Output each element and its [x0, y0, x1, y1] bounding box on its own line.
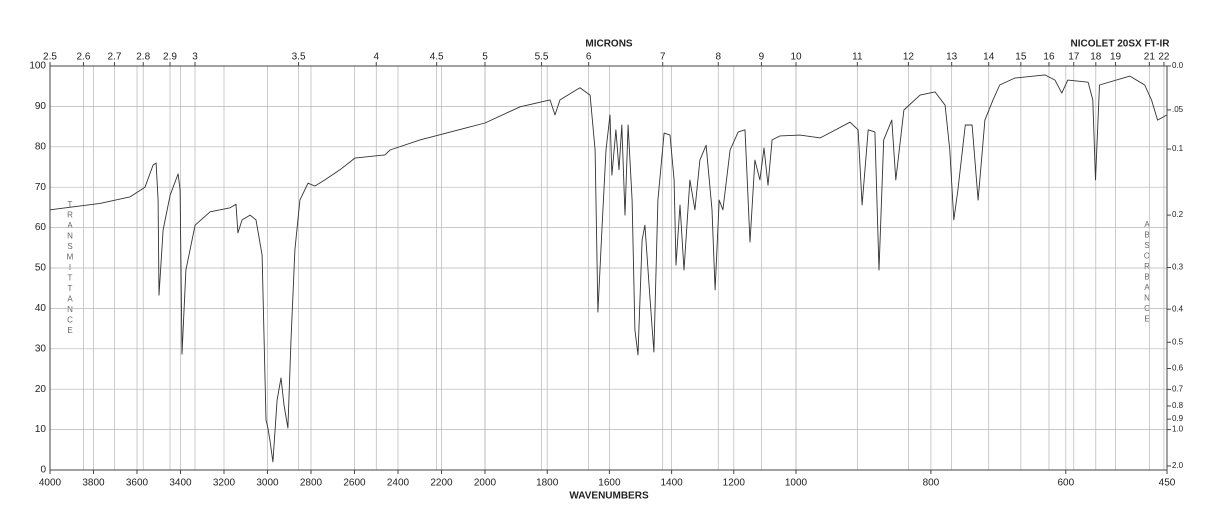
x-tick-label: 2400	[387, 478, 410, 489]
x2-tick-label: 16	[1043, 52, 1055, 63]
y-tick-label: 20	[35, 384, 47, 395]
x-tick-label: 4000	[39, 478, 62, 489]
y-tick-label: 70	[35, 182, 47, 193]
y2-tick-label: 0.5	[1172, 337, 1184, 346]
x2-tick-label: 15	[1015, 52, 1027, 63]
x2-tick-label: 13	[946, 52, 958, 63]
x2-tick-label: 2.8	[136, 52, 150, 63]
x2-tick-label: 6	[586, 52, 592, 63]
x-tick-label: 2600	[343, 478, 366, 489]
y-tick-label: 50	[35, 263, 47, 274]
x-tick-label: 3200	[213, 478, 236, 489]
x2-tick-label: 2.9	[163, 52, 177, 63]
x2-tick-label: 9	[759, 52, 765, 63]
x2-tick-label: 12	[903, 52, 915, 63]
x2-tick-label: 17	[1068, 52, 1080, 63]
plot-frame	[49, 65, 1168, 471]
x-tick-label: 3000	[256, 478, 279, 489]
y2-tick-label: 0.6	[1172, 364, 1184, 373]
x-tick-label: 1200	[723, 478, 746, 489]
chart-title: NICOLET 20SX FT-IR	[1071, 39, 1171, 50]
x2-tick-label: 2.6	[77, 52, 91, 63]
y-tick-label: 40	[35, 303, 47, 314]
x2-tick-label: 8	[715, 52, 721, 63]
x2-tick-label: 11	[852, 52, 863, 63]
x-tick-label: 1000	[785, 478, 808, 489]
y-tick-label: 80	[35, 141, 47, 152]
x2-tick-label: 19	[1110, 52, 1122, 63]
y-tick-label: 30	[35, 343, 47, 354]
y-tick-label: 0	[40, 465, 46, 476]
y2-tick-label: 0.1	[1172, 144, 1184, 153]
y2-tick-label: 0.8	[1172, 401, 1184, 410]
y2-tick-label: .05	[1172, 105, 1184, 114]
y2-tick-label: 0.2	[1172, 210, 1184, 219]
x2-tick-label: 4	[373, 52, 379, 63]
x2-tick-label: 5.5	[535, 52, 549, 63]
x-tick-label: 3800	[82, 478, 105, 489]
x2-tick-label: 18	[1090, 52, 1102, 63]
x2-tick-label: 2.5	[43, 52, 57, 63]
x2-tick-label: 21	[1144, 52, 1156, 63]
x2-tick-label: 5	[482, 52, 488, 63]
x2-tick-label: 14	[983, 52, 995, 63]
x-tick-label: 600	[1057, 478, 1074, 489]
x-tick-label: 800	[923, 478, 940, 489]
x-tick-label: 1400	[660, 478, 683, 489]
y2-tick-label: 1.0	[1172, 425, 1184, 434]
x2-tick-label: 3.5	[292, 52, 306, 63]
y-tick-label: 10	[35, 424, 47, 435]
x-tick-label: 3400	[169, 478, 192, 489]
x2-tick-label: 2.7	[107, 52, 121, 63]
y-tick-label: 100	[29, 61, 46, 72]
y2-tick-label: 0.9	[1172, 414, 1184, 423]
x2-tick-label: 10	[790, 52, 802, 63]
x2-axis-label: MICRONS	[585, 39, 633, 50]
x-tick-label: 450	[1159, 478, 1176, 489]
x2-tick-label: 4.5	[430, 52, 444, 63]
x2-tick-label: 7	[660, 52, 666, 63]
spectrum-line	[49, 74, 1168, 463]
x-tick-label: 1600	[598, 478, 621, 489]
y2-tick-label: 0.3	[1172, 263, 1184, 272]
y2-tick-label: 2.0	[1172, 461, 1184, 470]
x-tick-label: 2000	[474, 478, 497, 489]
x-tick-label: 3600	[126, 478, 149, 489]
x2-tick-label: 22	[1158, 52, 1170, 63]
y2-tick-label: 0.0	[1172, 61, 1184, 70]
x-tick-label: 2800	[300, 478, 323, 489]
x-tick-label: 1800	[536, 478, 559, 489]
y2-tick-label: 0.4	[1172, 304, 1184, 313]
x-axis-label: WAVENUMBERS	[569, 491, 649, 502]
x2-tick-label: 3	[192, 52, 198, 63]
y-tick-label: 60	[35, 222, 47, 233]
y2-tick-label: 0.7	[1172, 385, 1184, 394]
y-tick-label: 90	[35, 101, 47, 112]
x-tick-label: 2200	[430, 478, 453, 489]
